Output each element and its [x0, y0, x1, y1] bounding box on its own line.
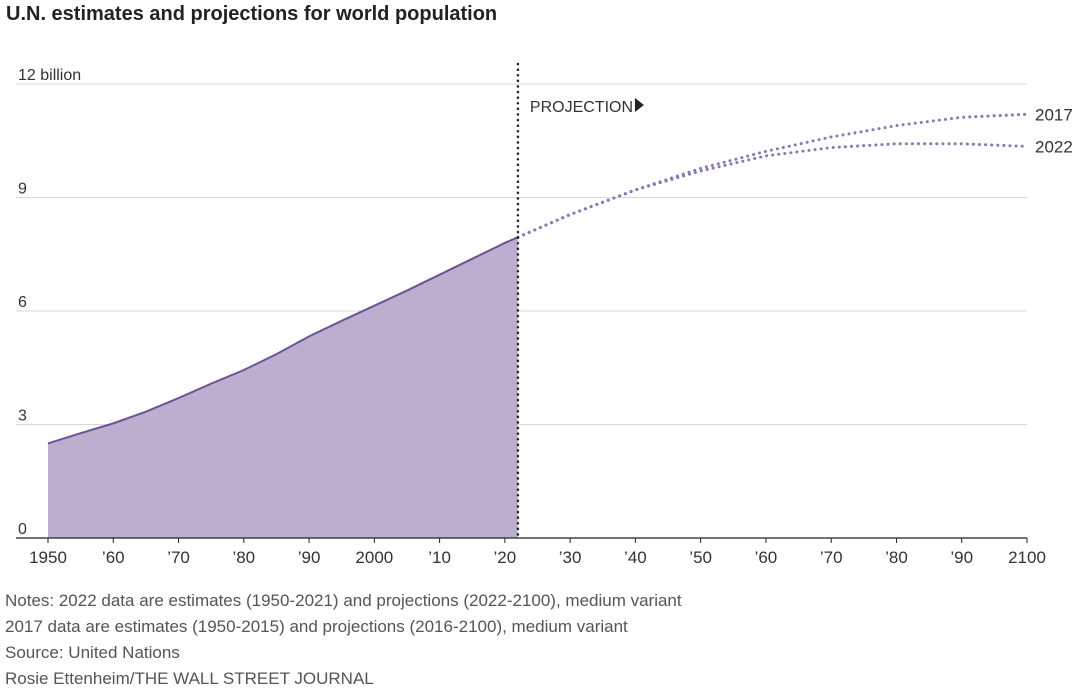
- x-tick-label: ’60: [102, 548, 125, 567]
- y-tick-label: 6: [18, 294, 27, 311]
- series-label-2022: 2022: [1035, 137, 1073, 156]
- notes: Notes: 2022 data are estimates (1950-202…: [5, 588, 682, 692]
- population-chart: 0 3 6 9 12 billion 2017 2022 1950 ’60 ’70 ’80 ’90 20…: [16, 62, 1073, 567]
- x-tick-label: ’90: [950, 548, 973, 567]
- projection-dots-layer: [516, 112, 1029, 239]
- estimate-area: [48, 237, 518, 538]
- series-label-2017: 2017: [1035, 105, 1073, 124]
- projection-label: PROJECTION: [530, 99, 633, 116]
- chart-title: U.N. estimates and projections for world…: [6, 3, 498, 25]
- y-tick-label: 3: [18, 408, 27, 425]
- y-tick-label: 9: [18, 181, 27, 198]
- x-tick-label: ’70: [820, 548, 843, 567]
- x-tick-label: ’20: [494, 548, 517, 567]
- grid-layer: [16, 83, 1027, 425]
- projection-line-2022: [516, 142, 1029, 239]
- label-layer: 0 3 6 9 12 billion 2017 2022 1950 ’60 ’70 ’80 ’90 20…: [18, 67, 1073, 567]
- x-tick-label: ’30: [559, 548, 582, 567]
- x-tick-label: 1950: [29, 548, 67, 567]
- area-layer: [47, 236, 519, 538]
- x-tick-label: 2000: [355, 548, 393, 567]
- axis-layer: [16, 62, 1028, 543]
- x-tick-label: ’90: [298, 548, 321, 567]
- x-tick-label: ’70: [167, 548, 190, 567]
- note-line: Notes: 2022 data are estimates (1950-202…: [5, 591, 682, 610]
- y-tick-label: 12 billion: [18, 67, 81, 84]
- estimate-line: [47, 236, 519, 445]
- x-tick-label: ’50: [689, 548, 712, 567]
- x-tick-label: ’80: [232, 548, 255, 567]
- x-tick-label: ’60: [755, 548, 778, 567]
- x-tick-label: ’40: [624, 548, 647, 567]
- credit-line: Rosie Ettenheim/THE WALL STREET JOURNAL: [5, 669, 374, 688]
- y-tick-label: 0: [18, 521, 27, 538]
- source-line: Source: United Nations: [5, 643, 180, 662]
- x-tick-label: ’10: [428, 548, 451, 567]
- x-tick-label: ’80: [885, 548, 908, 567]
- projection-arrow-icon: [634, 98, 644, 112]
- x-tick-label: 2100: [1008, 548, 1046, 567]
- projection-line-2017: [516, 112, 1029, 239]
- note-line: 2017 data are estimates (1950-2015) and …: [5, 617, 628, 636]
